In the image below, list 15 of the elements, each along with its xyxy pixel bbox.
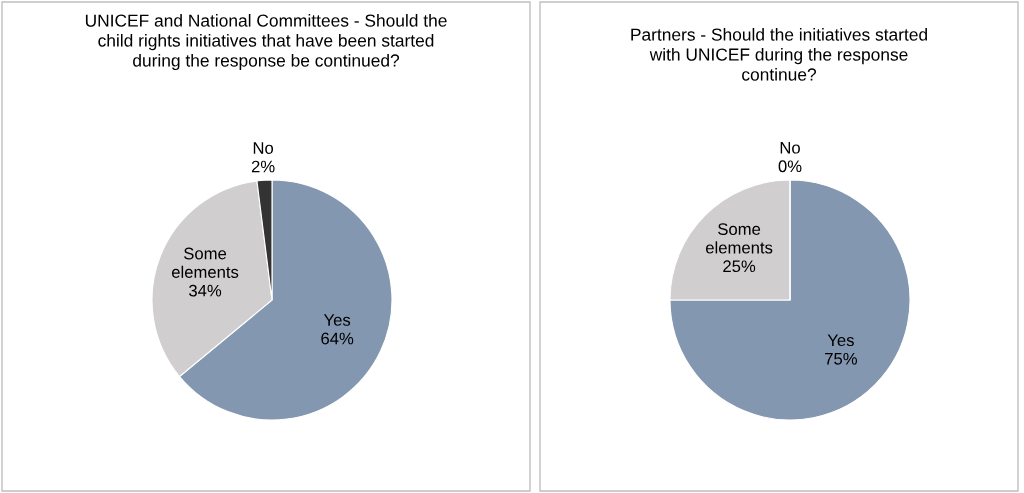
data-label: 75% (825, 352, 857, 365)
slice-label: Some elements (705, 223, 773, 254)
slice-label: Yes (323, 314, 351, 326)
chart-title: UNICEF and National Committees - Should the child rights initiatives that have been started during the response be continued? (85, 14, 447, 71)
data-label: 2% (251, 160, 275, 173)
slice-label: Yes (827, 334, 854, 347)
data-label: 25% (723, 260, 756, 273)
slice-label: No (253, 142, 274, 154)
data-label: 64% (321, 332, 354, 345)
pie-slice (669, 179, 911, 421)
slice-label: Some elements (171, 247, 239, 278)
category-label: No (780, 141, 800, 154)
text: 0% (778, 160, 802, 173)
chart-title: Partners - Should the initiatives started with UNICEF during the response continue? (631, 28, 927, 81)
data-label: 34% (189, 284, 222, 297)
